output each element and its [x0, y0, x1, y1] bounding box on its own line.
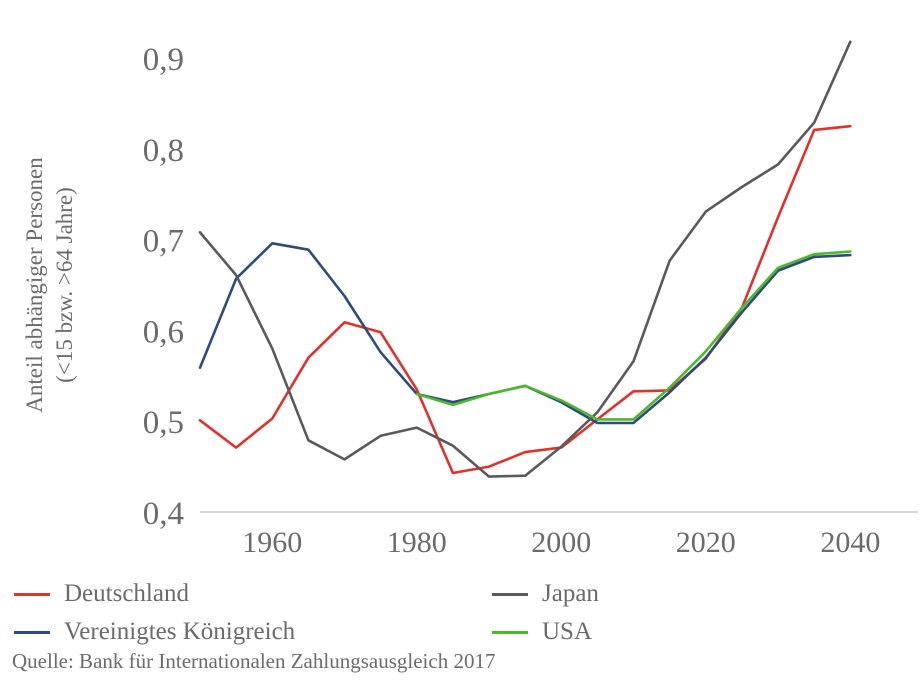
x-axis-ticks: 1960 1980 2000 2020 2040 [242, 526, 880, 559]
series-lines [198, 40, 852, 478]
x-tick-label: 2040 [820, 526, 880, 559]
y-tick-label: 0,8 [143, 133, 184, 169]
series-line-vereinigtes-koenigreich [198, 242, 852, 425]
legend-swatch-deutschland [14, 592, 50, 596]
legend-item-japan: Japan [492, 577, 599, 611]
y-tick-label: 0,6 [143, 314, 184, 350]
legend-label-deutschland: Deutschland [64, 580, 189, 607]
source-note: Quelle: Bank für Internationalen Zahlung… [12, 649, 496, 673]
y-tick-label: 0,4 [143, 496, 184, 532]
legend-item-usa: USA [492, 615, 592, 649]
legend-label-usa: USA [542, 618, 593, 645]
legend-label-japan: Japan [542, 580, 599, 607]
y-axis-ticks: 0,4 0,5 0,6 0,7 0,8 0,9 [143, 42, 184, 532]
series-line-usa [415, 250, 852, 421]
legend: Deutschland Japan Vereinigtes Königreich… [0, 575, 924, 655]
series-line-japan [198, 40, 852, 478]
legend-swatch-usa [492, 630, 528, 634]
legend-swatch-vereinigtes-koenigreich [14, 630, 50, 634]
y-tick-label: 0,7 [143, 224, 184, 260]
y-axis-title-line: Anteil abhängiger Personen [22, 157, 47, 413]
x-tick-label: 2000 [531, 526, 591, 559]
legend-item-deutschland: Deutschland [14, 577, 189, 611]
y-axis-title-line: (<15 bzw. >64 Jahre) [52, 187, 77, 383]
legend-swatch-japan [492, 592, 528, 596]
line-chart: Anteil abhängiger Personen (<15 bzw. >64 … [22, 40, 918, 559]
legend-item-vereinigtes-koenigreich: Vereinigtes Königreich [14, 615, 295, 649]
y-tick-label: 0,9 [143, 42, 184, 78]
legend-label-vereinigtes-koenigreich: Vereinigtes Königreich [64, 618, 296, 645]
y-axis-title: Anteil abhängiger Personen (<15 bzw. >64 … [22, 157, 77, 413]
y-tick-label: 0,5 [143, 405, 184, 441]
x-tick-label: 1960 [242, 526, 302, 559]
x-tick-label: 2020 [676, 526, 736, 559]
x-tick-label: 1980 [387, 526, 447, 559]
